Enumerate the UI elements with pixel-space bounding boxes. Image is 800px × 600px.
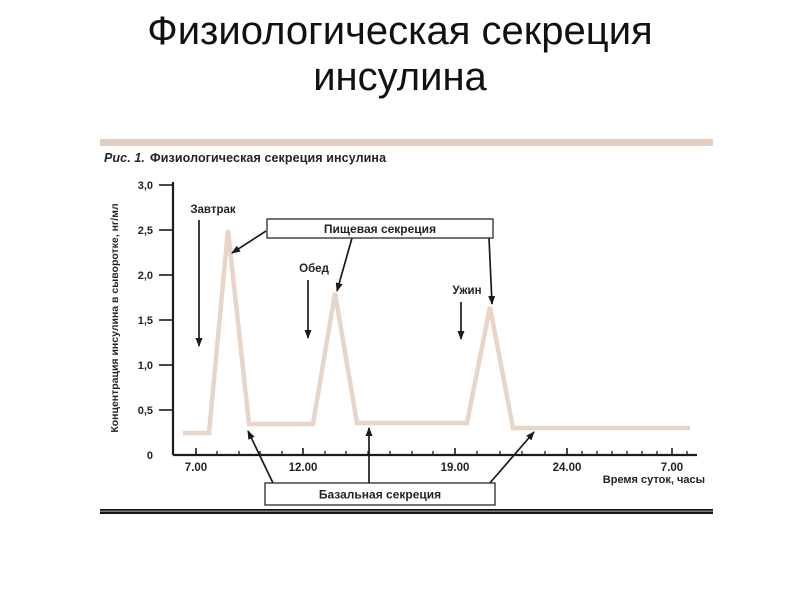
basal-secretion-box [264,482,496,506]
figure-caption: Рис. 1. Физиологическая секреция инсулина [104,151,386,165]
x-axis-title: Время суток, часы [603,474,705,486]
figure-number: Рис. 1. [104,151,145,165]
annotation-arrow [247,430,274,484]
annotation-arrow [335,237,353,292]
food-secretion-box [266,218,494,239]
basal-secretion-box-label: Базальная секреция [319,488,441,502]
figure-bottom-rule [100,509,713,514]
y-tick-label: 1,5 [138,315,153,327]
y-tick-label: 0 [147,450,153,462]
y-tick-label: 0,5 [138,405,153,417]
insulin-curve [183,229,690,436]
annotation-arrow [231,230,267,254]
meal-label: Обед [299,263,329,275]
x-tick-label: 19.00 [441,462,470,474]
y-tick-label: 2,0 [138,270,153,282]
food-secretion-box-label: Пищевая секреция [324,222,436,236]
x-tick-label: 7.00 [661,462,683,474]
slide-title-line1: Физиологическая секреция [147,9,653,53]
y-tick-label: 3,0 [138,180,153,192]
figure-accent-bar [100,139,713,146]
annotation-arrow [488,237,496,305]
x-tick-label: 7.00 [185,462,207,474]
insulin-secretion-chart: 3,0 2,5 2,0 1,5 1,0 0,5 0 7.00 12.00 19.00 24.00 7.… [109,180,705,506]
y-axis-title: Концентрация инсулина в сыворотке, нг/мл [109,203,121,432]
annotation-arrow [488,431,535,485]
slide-title-line2: инсулина [313,55,487,99]
x-tick-label: 24.00 [553,462,582,474]
x-tick-label: 12.00 [289,462,318,474]
meal-label: Завтрак [190,204,236,216]
y-tick-label: 1,0 [138,360,153,372]
figure-caption-text: Физиологическая секреция инсулина [150,151,387,165]
meal-label: Ужин [452,285,481,297]
y-tick-label: 2,5 [138,225,153,237]
slide-title: Физиологическая секреция инсулина [0,8,800,100]
